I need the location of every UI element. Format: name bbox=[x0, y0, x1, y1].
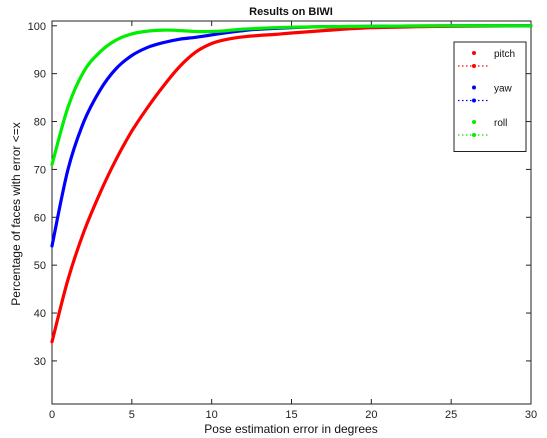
legend-marker-pitch bbox=[472, 51, 476, 55]
legend-label-pitch: pitch bbox=[494, 49, 515, 60]
y-tick-label: 50 bbox=[34, 260, 46, 272]
legend-dotted-marker-yaw bbox=[472, 98, 476, 103]
y-tick-label: 70 bbox=[34, 164, 46, 176]
legend-marker-roll bbox=[472, 120, 476, 124]
y-tick-label: 60 bbox=[34, 212, 46, 224]
legend-dotted-marker-roll bbox=[472, 133, 476, 137]
y-tick-label: 100 bbox=[28, 21, 46, 33]
legend: pitch yaw roll bbox=[453, 41, 527, 152]
legend-dotted-marker-pitch bbox=[472, 64, 476, 68]
legend-box bbox=[453, 41, 527, 152]
y-axis-label: Percentage of faces with error <=x bbox=[9, 122, 23, 305]
x-tick-label: 10 bbox=[206, 409, 218, 421]
x-tick-label: 30 bbox=[525, 409, 537, 421]
legend-label-yaw: yaw bbox=[494, 84, 513, 95]
chart-title: Results on BIWI bbox=[249, 6, 333, 18]
series-line-pitch bbox=[50, 24, 533, 344]
x-axis-label: Pose estimation error in degrees bbox=[204, 422, 377, 436]
plot-area bbox=[51, 20, 532, 405]
y-tick-label: 90 bbox=[34, 69, 46, 81]
x-tick-label: 20 bbox=[365, 409, 377, 421]
y-tick-label: 80 bbox=[34, 117, 46, 129]
legend-marker-yaw bbox=[472, 85, 476, 90]
x-tick-label: 5 bbox=[129, 409, 135, 421]
x-tick-label: 25 bbox=[445, 409, 457, 421]
y-tick-label: 40 bbox=[34, 308, 46, 320]
x-tick-label: 15 bbox=[285, 409, 297, 421]
legend-label-roll: roll bbox=[494, 118, 507, 129]
x-tick-label: 0 bbox=[49, 409, 55, 421]
series-line-roll bbox=[50, 24, 533, 167]
y-tick-label: 30 bbox=[34, 356, 46, 368]
